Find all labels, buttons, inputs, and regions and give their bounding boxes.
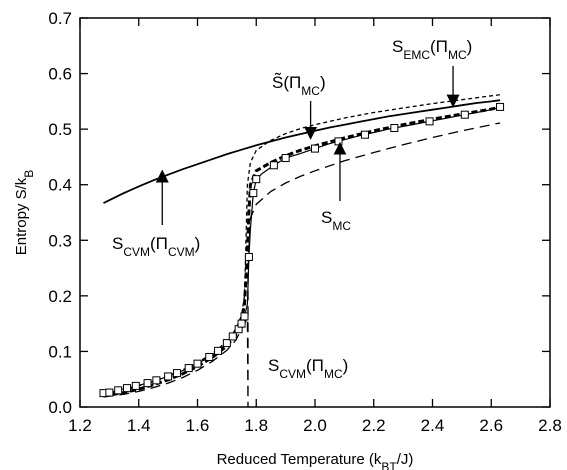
data-point-square bbox=[164, 372, 173, 381]
x-tick-label: 1.6 bbox=[186, 416, 210, 435]
y-tick-label: 0.7 bbox=[48, 9, 72, 28]
data-point-square bbox=[152, 376, 161, 385]
x-tick-label: 1.4 bbox=[127, 416, 151, 435]
y-tick-label: 0.2 bbox=[48, 287, 72, 306]
y-tick-label: 0.4 bbox=[48, 176, 72, 195]
data-point-square bbox=[105, 388, 114, 397]
data-point-square bbox=[123, 384, 131, 393]
data-point-square bbox=[425, 117, 434, 126]
data-point-square bbox=[334, 137, 343, 146]
data-point-square bbox=[228, 332, 237, 341]
data-point-square bbox=[172, 369, 181, 378]
y-axis-title: Entropy S/kB bbox=[13, 170, 36, 256]
data-point-square bbox=[311, 144, 319, 153]
data-point-square bbox=[269, 161, 278, 170]
annotation-label-0: SEMC(ΠMC) bbox=[392, 37, 472, 62]
data-point-square bbox=[252, 175, 261, 184]
data-point-square bbox=[114, 386, 123, 395]
data-point-square bbox=[390, 124, 399, 133]
y-tick-label: 0.3 bbox=[48, 231, 72, 250]
data-point-square bbox=[244, 252, 253, 261]
data-point-square bbox=[131, 381, 140, 390]
annotation-label-1: S̃(ΠMC) bbox=[272, 72, 326, 98]
data-point-square bbox=[205, 352, 214, 361]
y-tick-label: 0.1 bbox=[48, 342, 72, 361]
y-tick-label: 0.6 bbox=[48, 65, 72, 84]
x-tick-label: 2.4 bbox=[421, 416, 445, 435]
plot-frame bbox=[79, 17, 551, 408]
x-tick-label: 1.2 bbox=[68, 416, 92, 435]
x-tick-label: 2.6 bbox=[479, 416, 503, 435]
data-point-square bbox=[496, 102, 505, 111]
x-tick-label: 1.8 bbox=[244, 416, 268, 435]
data-point-square bbox=[214, 346, 223, 355]
data-point-square bbox=[222, 339, 231, 348]
data-point-square bbox=[249, 189, 258, 198]
x-axis-title: Reduced Temperature (kBT/J) bbox=[217, 451, 414, 470]
data-point-square bbox=[193, 359, 202, 368]
annotation-label-3: SCVM(ΠCVM) bbox=[112, 234, 200, 259]
x-tick-label: 2.2 bbox=[362, 416, 386, 435]
y-tick-label: 0.0 bbox=[48, 398, 72, 417]
series-line-4 bbox=[103, 122, 501, 408]
series-line-0 bbox=[103, 99, 501, 204]
data-point-square bbox=[143, 379, 152, 388]
data-point-square bbox=[240, 312, 249, 321]
x-tick-label: 2.8 bbox=[538, 416, 562, 435]
y-tick-label: 0.5 bbox=[48, 120, 72, 139]
data-point-square bbox=[360, 130, 369, 139]
data-point-square bbox=[184, 364, 193, 373]
data-point-square bbox=[237, 319, 246, 328]
data-point-square bbox=[281, 154, 290, 163]
annotation-label-4: SCVM(ΠMC) bbox=[268, 356, 348, 381]
annotation-label-2: SMC bbox=[321, 208, 351, 233]
data-point-square bbox=[460, 110, 469, 119]
x-tick-label: 2.0 bbox=[303, 416, 327, 435]
